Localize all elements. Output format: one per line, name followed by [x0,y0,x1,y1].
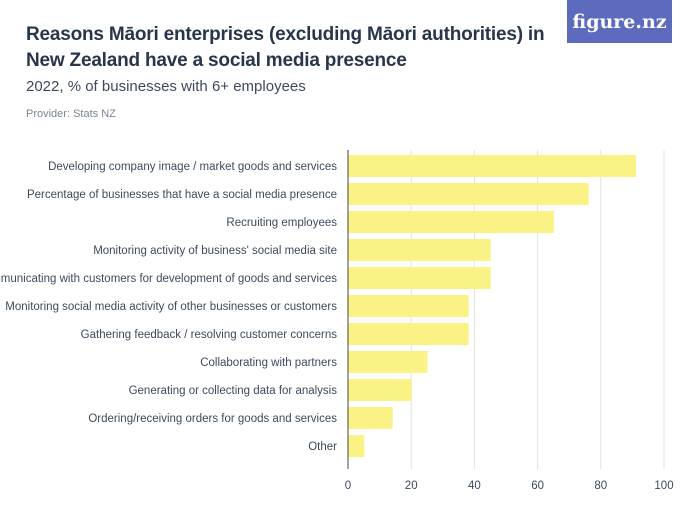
bar[interactable] [348,295,469,317]
bars [348,155,637,457]
bar[interactable] [348,211,554,233]
x-tick-label: 40 [468,480,481,492]
bar[interactable] [348,379,412,401]
x-tick-label: 100 [654,480,673,492]
x-tick-label: 80 [594,480,607,492]
category-label: Recruiting employees [226,217,337,229]
bar[interactable] [348,351,428,373]
bar[interactable] [348,183,589,205]
category-label: Other [308,441,337,453]
figure-nz-logo[interactable]: figure.nz [567,0,672,43]
category-label: Collaborating with partners [200,357,337,369]
bar[interactable] [348,435,365,457]
bar[interactable] [348,155,637,177]
chart-title: Reasons Māori enterprises (excluding Māo… [26,24,545,71]
category-label: Percentage of businesses that have a soc… [27,189,337,201]
category-label: Monitoring activity of business' social … [93,245,337,257]
bar[interactable] [348,323,469,345]
category-label: Gathering feedback / resolving customer … [81,329,338,341]
provider-text: Provider: Stats NZ [26,108,116,120]
bar[interactable] [348,407,393,429]
x-axis-ticks: 0 20 40 60 80 100 [345,480,674,492]
category-label: Ordering/receiving orders for goods and … [88,413,337,425]
category-labels: Developing company image / market goods … [0,161,337,453]
category-label: Communicating with customers for develop… [0,273,337,285]
chart-subtitle: 2022, % of businesses with 6+ employees [26,78,306,95]
x-tick-label: 0 [345,480,351,492]
category-label: Monitoring social media activity of othe… [5,301,337,313]
bar[interactable] [348,239,491,261]
x-tick-label: 20 [405,480,418,492]
category-label: Developing company image / market goods … [48,161,337,173]
x-tick-label: 60 [531,480,544,492]
category-label: Generating or collecting data for analys… [129,385,338,397]
bar[interactable] [348,267,491,289]
